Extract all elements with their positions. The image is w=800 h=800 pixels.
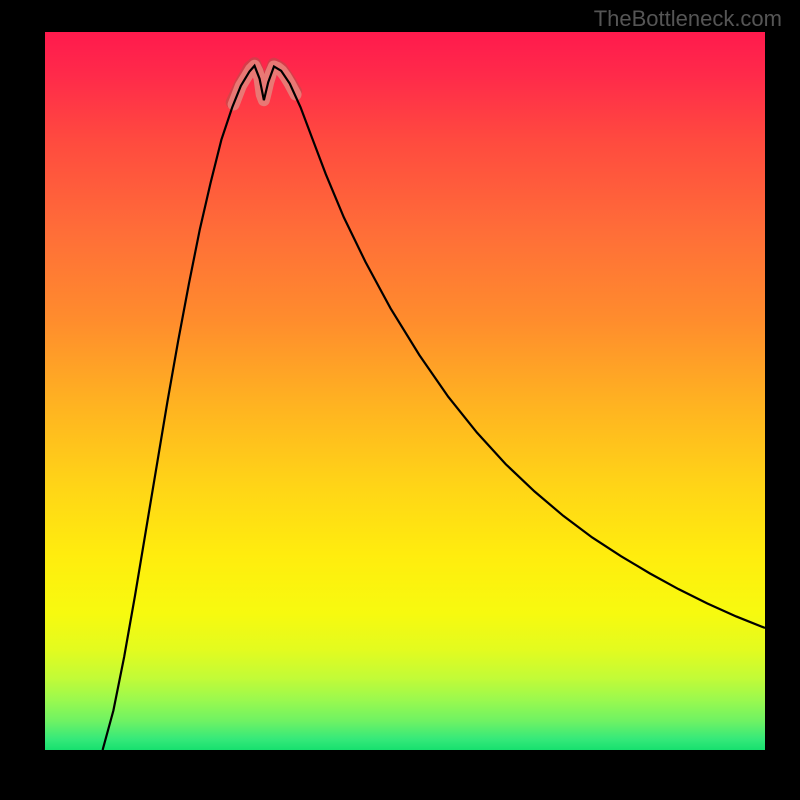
main_curve-path	[103, 66, 765, 750]
curves-layer	[45, 32, 765, 750]
chart-stage: TheBottleneck.com	[0, 0, 800, 800]
plot-area	[45, 32, 765, 750]
watermark-text: TheBottleneck.com	[594, 6, 782, 32]
